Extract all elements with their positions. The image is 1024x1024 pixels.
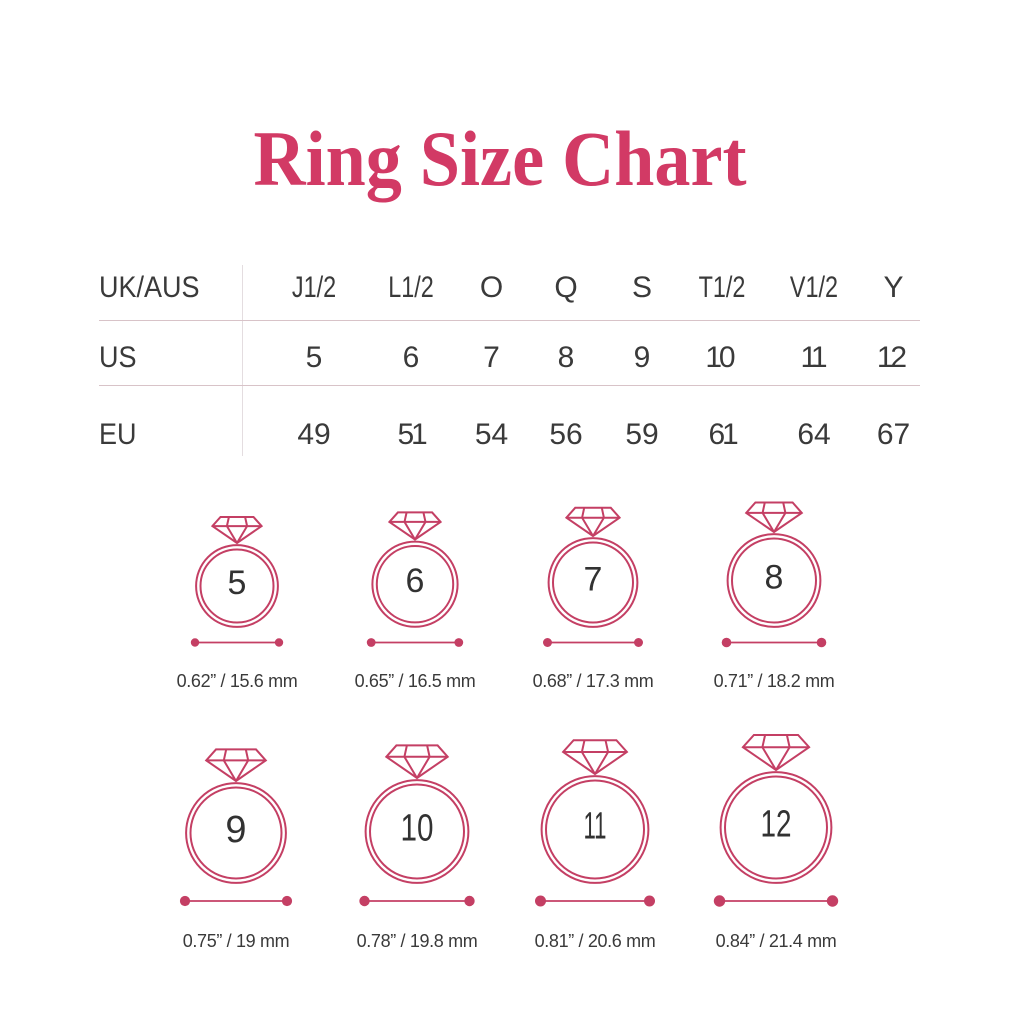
svg-text:0.78” / 19.8 mm: 0.78” / 19.8 mm — [357, 931, 478, 951]
svg-text:8: 8 — [765, 559, 784, 597]
svg-text:0.71” / 18.2 mm: 0.71” / 18.2 mm — [714, 671, 835, 691]
svg-text:0.62” / 15.6 mm: 0.62” / 15.6 mm — [177, 671, 298, 691]
svg-text:11: 11 — [584, 806, 607, 848]
svg-text:9: 9 — [225, 809, 246, 851]
svg-text:6: 6 — [406, 562, 425, 600]
svg-text:0.68” / 17.3 mm: 0.68” / 17.3 mm — [533, 671, 654, 691]
svg-text:10: 10 — [401, 808, 434, 850]
svg-text:0.81” / 20.6 mm: 0.81” / 20.6 mm — [535, 931, 656, 951]
svg-text:12: 12 — [761, 804, 792, 846]
svg-text:0.75” / 19 mm: 0.75” / 19 mm — [183, 931, 290, 951]
svg-text:0.65” / 16.5 mm: 0.65” / 16.5 mm — [355, 671, 476, 691]
svg-text:0.84” / 21.4 mm: 0.84” / 21.4 mm — [716, 931, 837, 951]
svg-text:7: 7 — [584, 561, 603, 599]
svg-text:5: 5 — [228, 564, 247, 602]
